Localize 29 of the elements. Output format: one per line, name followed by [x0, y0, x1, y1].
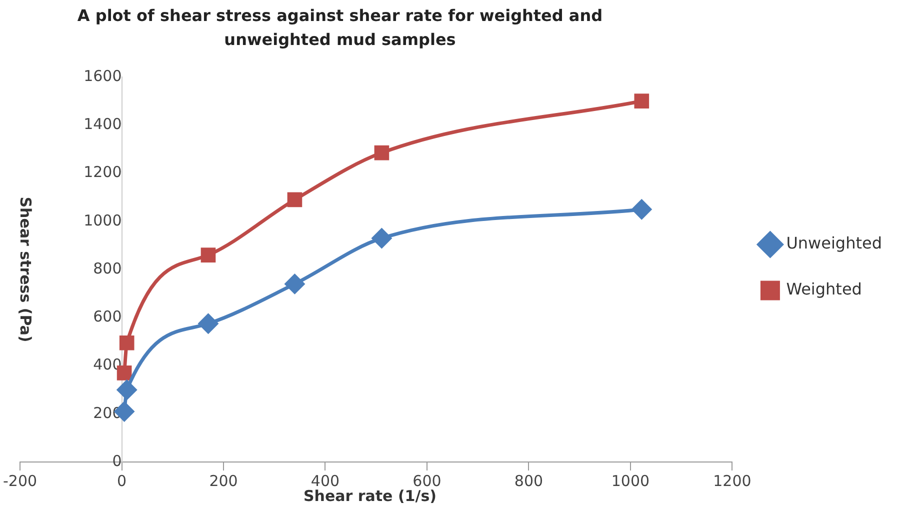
chart-title: A plot of shear stress against shear rate for weighted and unweighted mud samples [76, 5, 604, 51]
y-axis-title: Shear stress (Pa) [16, 196, 35, 342]
point [372, 228, 392, 248]
point [632, 200, 652, 220]
x-tick-label: 600 [412, 472, 442, 490]
legend-label: Weighted [786, 280, 862, 299]
y-tick-label: 0 [112, 452, 122, 470]
x-tick-label: 200 [209, 472, 238, 490]
point [198, 314, 218, 334]
point [284, 274, 304, 294]
legend-label: Unweighted [786, 234, 882, 253]
x-tick-label: 1200 [713, 472, 752, 490]
x-tick-label: 800 [514, 472, 544, 490]
y-tick-label: 800 [93, 259, 122, 278]
point [374, 145, 390, 160]
y-tick-label: 1600 [84, 66, 122, 85]
x-tick-label: 400 [310, 472, 340, 490]
x-axis-title: Shear rate (1/s) [303, 487, 437, 505]
point [634, 94, 650, 108]
point [200, 248, 216, 262]
point [117, 380, 137, 400]
y-tick-label: 600 [93, 308, 122, 326]
point [287, 192, 302, 208]
x-tick-label: -200 [3, 472, 38, 490]
y-tick-label: 1400 [84, 115, 122, 134]
x-tick-label: 1000 [611, 472, 650, 490]
y-tick-label: 1000 [84, 211, 122, 230]
point [119, 335, 134, 350]
y-tick-label: 1200 [84, 163, 122, 182]
